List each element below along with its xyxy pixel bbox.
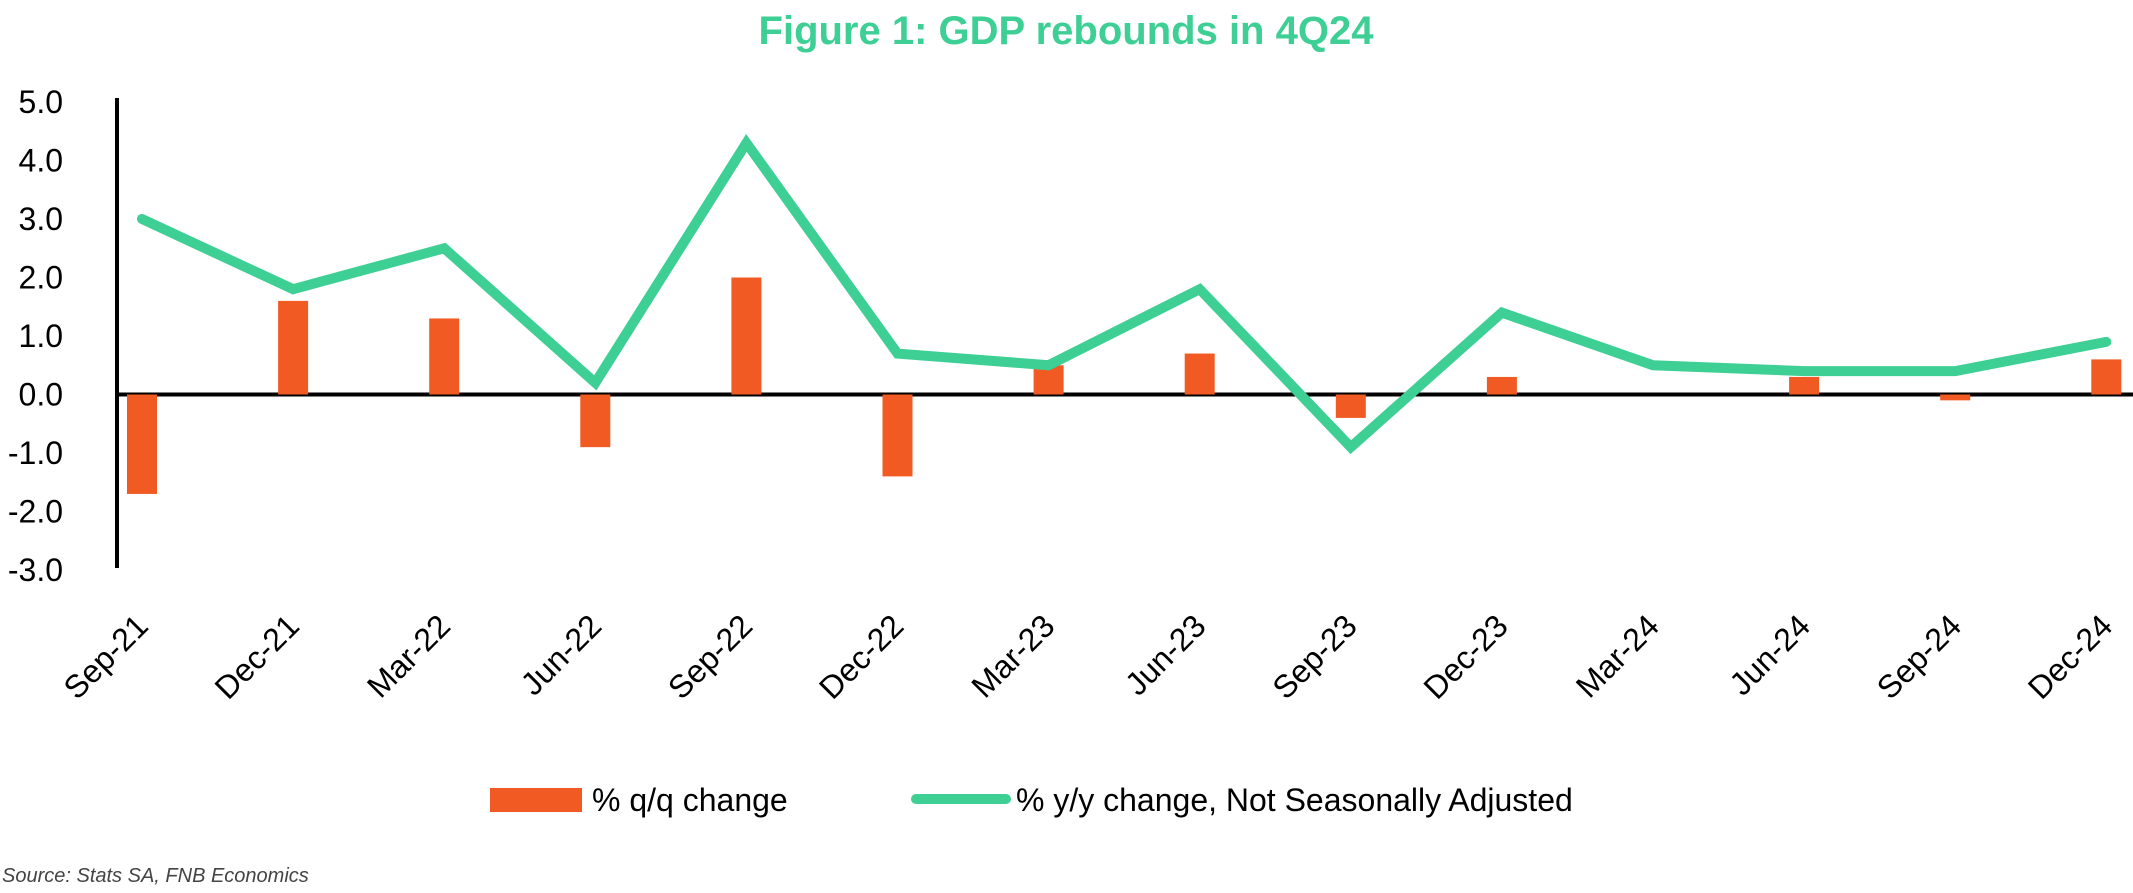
- x-tick-label: Jun-22: [514, 607, 609, 702]
- y-tick-label: -2.0: [8, 494, 63, 530]
- line-point-dec-24: [2105, 340, 2108, 343]
- y-tick-label: -3.0: [8, 552, 63, 588]
- line-point-sep-21: [141, 218, 143, 220]
- x-tick-label: Mar-24: [1569, 607, 1666, 704]
- x-tick-label: Dec-22: [812, 607, 910, 705]
- y-tick-label: 4.0: [19, 143, 63, 179]
- bar-sep-24: [1940, 394, 1971, 401]
- line-series: [137, 133, 2112, 455]
- bar-sep-23: [1335, 394, 1366, 418]
- line-point-dec-23: [1500, 311, 1503, 314]
- line-point-mar-23: [1047, 364, 1050, 367]
- y-axis-ticks: 5.0 4.0 3.0 2.0 1.0 0.0 -1.0 -2.0 -3.0: [8, 84, 63, 588]
- x-tick-label: Sep-21: [57, 607, 155, 705]
- line-point-mar-22: [443, 247, 446, 250]
- bar-sep-21: [127, 394, 157, 494]
- source-note: Source: Stats SA, FNB Economics: [2, 865, 309, 887]
- bar-jun-22: [580, 394, 611, 448]
- bar-dec-23: [1486, 376, 1517, 395]
- x-tick-label: Mar-23: [964, 607, 1061, 704]
- chart-title: Figure 1: GDP rebounds in 4Q24: [759, 9, 1375, 53]
- legend-bar-swatch: [490, 788, 582, 812]
- bar-sep-22: [731, 277, 762, 395]
- line-point-sep-24: [1954, 370, 1957, 373]
- x-axis-ticks: Sep-21 Dec-21 Mar-22 Jun-22 Sep-22 Dec-22 Mar-…: [57, 607, 2120, 705]
- line-point-sep-22: [745, 141, 748, 144]
- y-tick-label: 5.0: [19, 84, 63, 120]
- x-tick-label: Dec-23: [1416, 607, 1514, 705]
- line-point-jun-22: [594, 381, 597, 384]
- bar-mar-22: [429, 318, 460, 395]
- y-tick-label: -1.0: [8, 435, 63, 471]
- line-point-dec-22: [896, 352, 899, 355]
- bar-jun-23: [1184, 353, 1215, 395]
- x-tick-label: Sep-23: [1265, 607, 1363, 705]
- x-tick-label: Jun-23: [1118, 607, 1213, 702]
- bar-dec-22: [882, 394, 913, 477]
- legend-line-label: % y/y change, Not Seasonally Adjusted: [1016, 782, 1573, 818]
- bar-series: [127, 277, 2122, 494]
- x-tick-label: Dec-21: [208, 607, 306, 705]
- x-tick-label: Dec-24: [2021, 607, 2119, 705]
- y-tick-label: 0.0: [19, 377, 63, 413]
- legend: % q/q change % y/y change, Not Seasonall…: [490, 782, 1573, 818]
- bar-dec-24: [2091, 359, 2122, 395]
- x-tick-label: Jun-24: [1722, 607, 1817, 702]
- line-point-mar-24: [1652, 364, 1654, 367]
- y-tick-label: 3.0: [19, 201, 63, 237]
- y-tick-label: 1.0: [19, 318, 63, 354]
- line-point-jun-23: [1198, 288, 1201, 291]
- x-tick-label: Sep-24: [1870, 607, 1968, 705]
- line-point-dec-21: [292, 288, 295, 291]
- x-tick-label: Sep-22: [661, 607, 759, 705]
- line-point-jun-24: [1803, 370, 1806, 373]
- bar-jun-24: [1789, 376, 1820, 395]
- x-tick-label: Mar-22: [360, 607, 457, 704]
- line-point-sep-23: [1349, 446, 1352, 449]
- legend-bar-label: % q/q change: [592, 782, 788, 818]
- bar-dec-21: [278, 300, 309, 395]
- y-tick-label: 2.0: [19, 260, 63, 296]
